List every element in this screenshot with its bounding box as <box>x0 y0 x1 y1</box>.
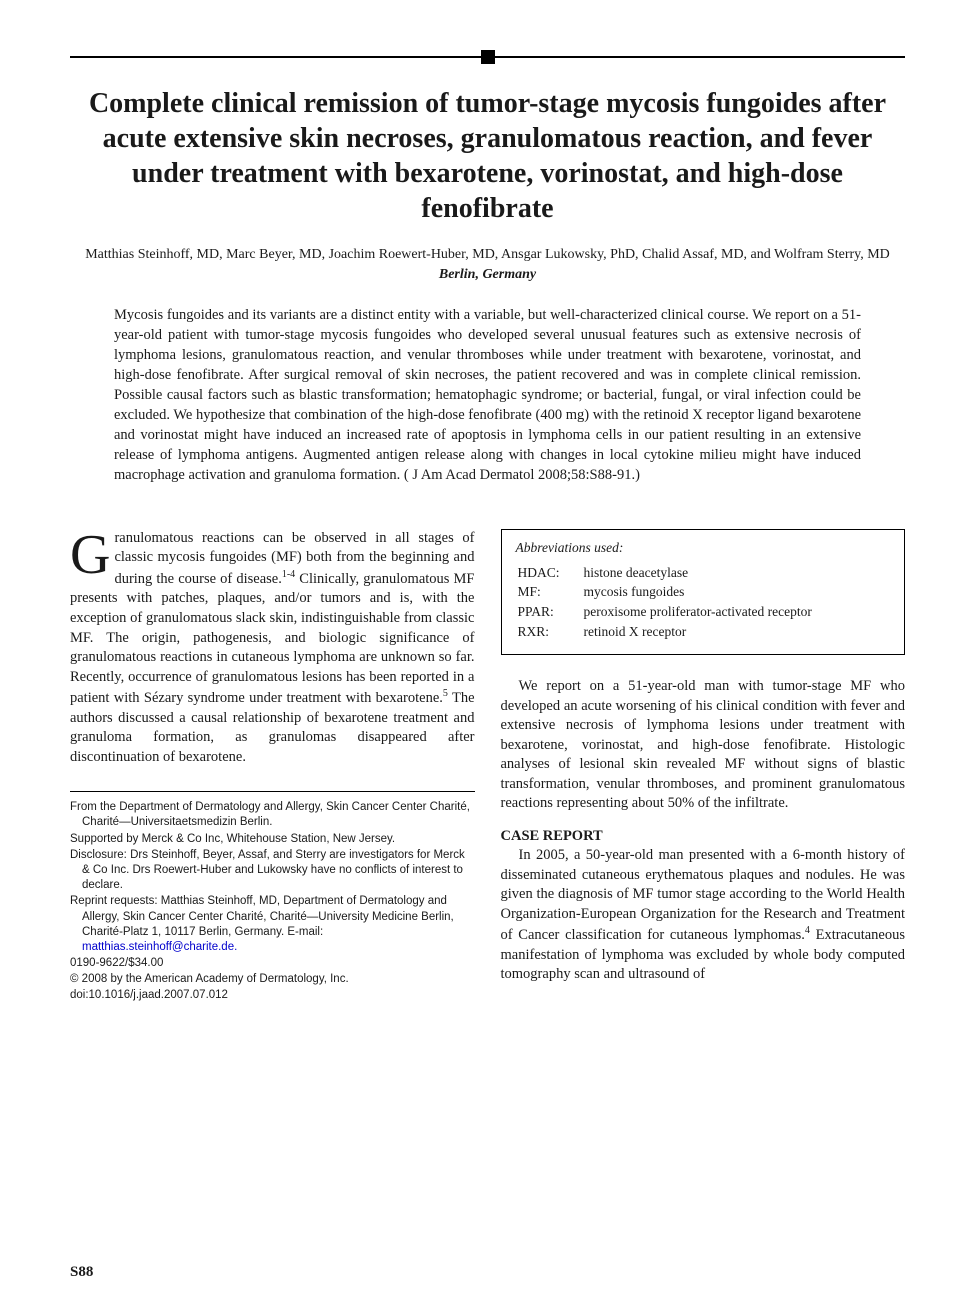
abstract-text: Mycosis fungoides and its variants are a… <box>70 305 905 485</box>
abbreviations-table: HDAC: histone deacetylase MF: mycosis fu… <box>516 562 891 642</box>
table-row: MF: mycosis fungoides <box>518 583 889 601</box>
footnote-reprint: Reprint requests: Matthias Steinhoff, MD… <box>70 894 475 955</box>
footnotes-block: From the Department of Dermatology and A… <box>70 800 475 1003</box>
case-report-heading: CASE REPORT <box>501 828 906 845</box>
abbreviations-title: Abbreviations used: <box>516 540 891 556</box>
rule-line-right <box>495 56 906 58</box>
abbreviations-box: Abbreviations used: HDAC: histone deacet… <box>501 529 906 655</box>
rule-line-left <box>70 56 481 58</box>
abbrev-value: mycosis fungoides <box>584 583 889 601</box>
two-column-body: Granulomatous reactions can be observed … <box>70 529 905 1005</box>
table-row: HDAC: histone deacetylase <box>518 564 889 582</box>
left-column: Granulomatous reactions can be observed … <box>70 529 475 1005</box>
footnote-funding: Supported by Merck & Co Inc, Whitehouse … <box>70 832 475 847</box>
reprint-email-link[interactable]: matthias.steinhoff@charite.de. <box>82 941 237 953</box>
table-row: PPAR: peroxisome proliferator-activated … <box>518 603 889 621</box>
citation-ref-1: 1-4 <box>282 569 295 580</box>
abbrev-key: PPAR: <box>518 603 582 621</box>
intro-paragraph: Granulomatous reactions can be observed … <box>70 529 475 767</box>
abbrev-value: histone deacetylase <box>584 564 889 582</box>
article-title: Complete clinical remission of tumor-sta… <box>70 86 905 226</box>
footnotes-divider <box>70 791 475 792</box>
table-row: RXR: retinoid X receptor <box>518 623 889 641</box>
footnote-disclosure: Disclosure: Drs Steinhoff, Beyer, Assaf,… <box>70 848 475 894</box>
abbrev-key: MF: <box>518 583 582 601</box>
footnote-affiliation: From the Department of Dermatology and A… <box>70 800 475 830</box>
footnote-copyright: © 2008 by the American Academy of Dermat… <box>70 972 475 987</box>
right-column: Abbreviations used: HDAC: histone deacet… <box>501 529 906 1005</box>
top-rule-ornament <box>70 50 905 64</box>
page-number: S88 <box>70 1264 93 1281</box>
abbrev-value: peroxisome proliferator-activated recept… <box>584 603 889 621</box>
reprint-text: Reprint requests: Matthias Steinhoff, MD… <box>70 895 454 937</box>
rule-square <box>481 50 495 64</box>
footnote-issn: 0190-9622/$34.00 <box>70 956 475 971</box>
abbrev-key: RXR: <box>518 623 582 641</box>
abbrev-value: retinoid X receptor <box>584 623 889 641</box>
intro-text-b: Clinically, granulomatous MF presents wi… <box>70 571 475 706</box>
case-report-paragraph: In 2005, a 50-year-old man presented wit… <box>501 846 906 985</box>
footnote-doi: doi:10.1016/j.jaad.2007.07.012 <box>70 988 475 1003</box>
author-list: Matthias Steinhoff, MD, Marc Beyer, MD, … <box>70 246 905 265</box>
right-paragraph-1: We report on a 51-year-old man with tumo… <box>501 677 906 814</box>
dropcap-letter: G <box>70 529 114 579</box>
abbrev-key: HDAC: <box>518 564 582 582</box>
author-affiliation: Berlin, Germany <box>70 267 905 283</box>
